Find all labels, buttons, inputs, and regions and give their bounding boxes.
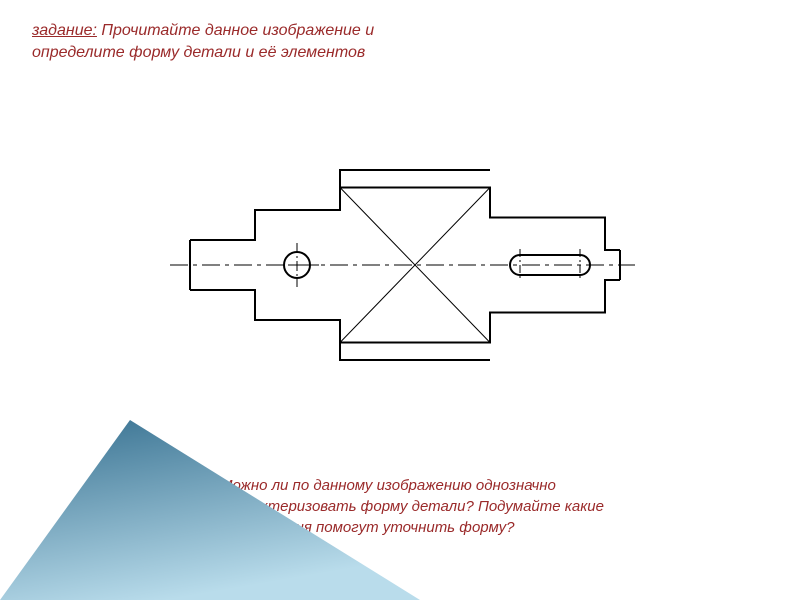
drawing-svg (160, 140, 640, 370)
task-instruction: задание: Прочитайте данное изображение и… (32, 20, 452, 63)
task-label: задание: (32, 22, 97, 39)
question-text: Можно ли по данному изображению однознач… (220, 475, 670, 538)
part-drawing (160, 140, 640, 375)
